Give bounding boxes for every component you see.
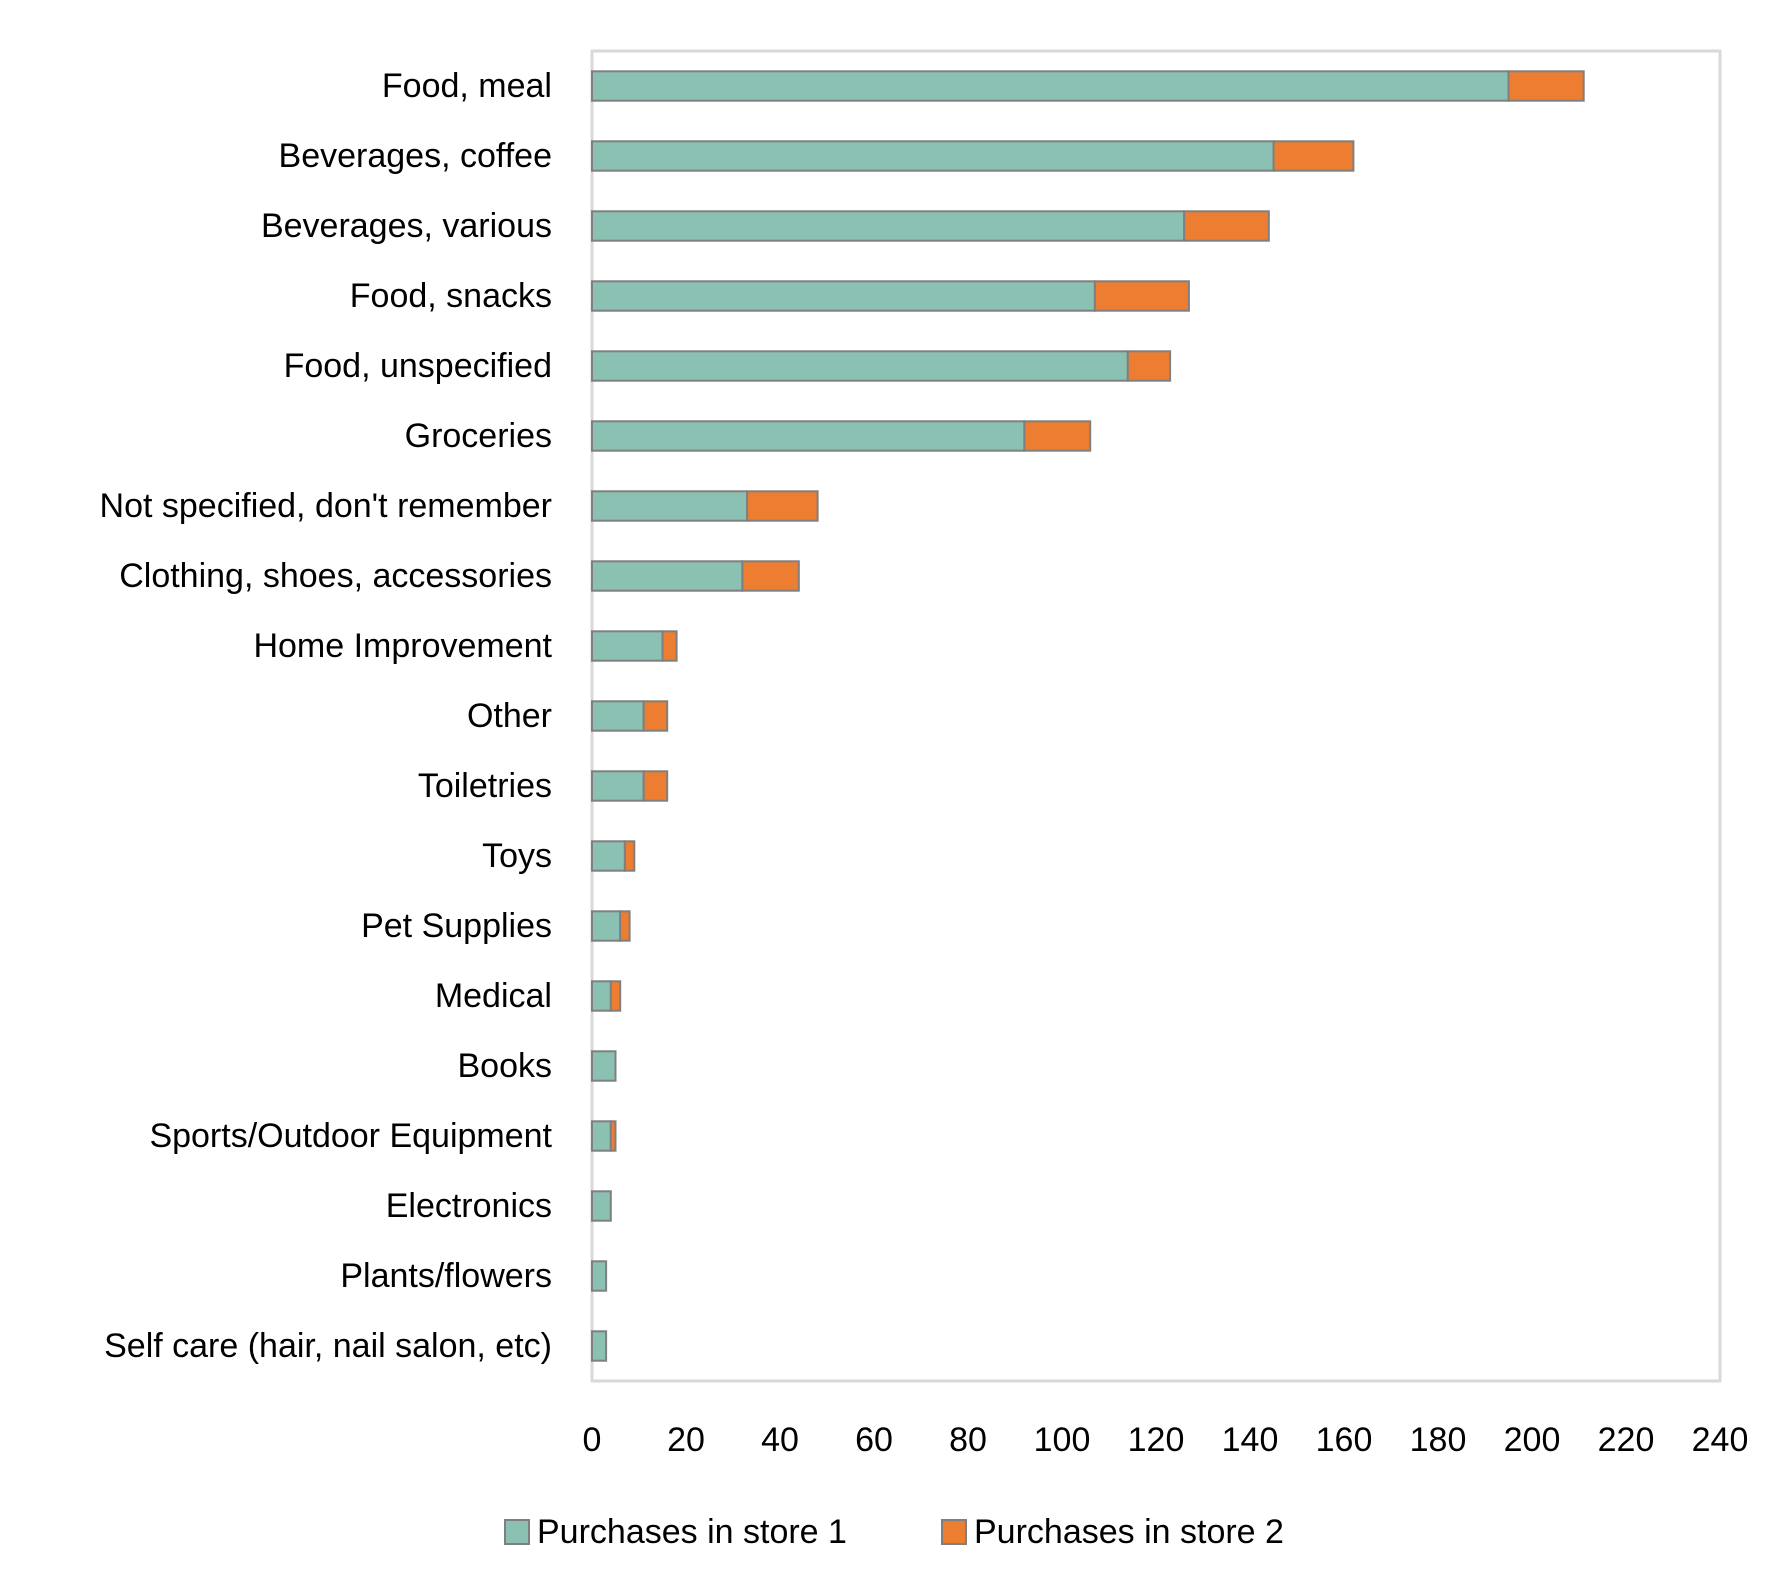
category-label-pet-supplies: Pet Supplies	[361, 907, 552, 945]
bar-beverages-various-series-1	[591, 210, 1186, 242]
bar-home-improvement-series-1	[591, 630, 664, 662]
bar-beverages-coffee-series-2	[1272, 140, 1355, 172]
category-label-medical: Medical	[435, 977, 552, 1015]
category-label-beverages-coffee: Beverages, coffee	[279, 137, 552, 175]
bar-groceries-series-1	[591, 420, 1026, 452]
bars	[591, 70, 1585, 1362]
bar-groceries-series-2	[1023, 420, 1092, 452]
category-label-food-unspecified: Food, unspecified	[284, 347, 552, 385]
bar-plants-flowers-series-1	[591, 1260, 608, 1292]
category-label-plants-flowers: Plants/flowers	[340, 1257, 552, 1295]
x-tick-label: 40	[761, 1421, 799, 1459]
bar-toys-series-1	[591, 840, 626, 872]
bar-sports-outdoor-equipment-series-2	[609, 1120, 617, 1152]
legend-label-series-2: Purchases in store 2	[974, 1513, 1284, 1551]
category-label-food-meal: Food, meal	[382, 67, 552, 105]
bar-not-specified-don-t-remember-series-1	[591, 490, 749, 522]
category-label-beverages-various: Beverages, various	[261, 207, 552, 245]
bar-not-specified-don-t-remember-series-2	[746, 490, 819, 522]
category-labels: Food, meal Beverages, coffee Beverages, va…	[100, 67, 553, 1365]
category-label-electronics: Electronics	[386, 1187, 552, 1225]
category-label-other: Other	[467, 697, 552, 735]
x-tick-label: 0	[583, 1421, 602, 1459]
category-label-toys: Toys	[482, 837, 552, 875]
bar-food-unspecified-series-1	[591, 350, 1129, 382]
bar-medical-series-1	[591, 980, 612, 1012]
bar-electronics-series-1	[591, 1190, 612, 1222]
x-tick-label: 200	[1504, 1421, 1561, 1459]
x-tick-label: 220	[1598, 1421, 1655, 1459]
bar-food-snacks-series-2	[1093, 280, 1190, 312]
bar-clothing-shoes-accessories-series-2	[741, 560, 800, 592]
x-tick-label: 100	[1034, 1421, 1091, 1459]
x-axis-tick-labels: 0 20 40 60 80 100 120 140 160 180 200 220 240	[583, 1421, 1749, 1459]
bar-other-series-2	[642, 700, 669, 732]
category-label-groceries: Groceries	[405, 417, 552, 455]
bar-books-series-1	[591, 1050, 617, 1082]
x-tick-label: 60	[855, 1421, 893, 1459]
bar-self-care-hair-nail-salon-etc-series-1	[591, 1330, 608, 1362]
legend-swatch-series-2	[941, 1519, 967, 1545]
legend: Purchases in store 1 Purchases in store 2	[504, 1513, 1284, 1551]
x-tick-label: 140	[1222, 1421, 1279, 1459]
x-tick-label: 80	[949, 1421, 987, 1459]
bar-other-series-1	[591, 700, 645, 732]
x-tick-label: 120	[1128, 1421, 1185, 1459]
bar-food-meal-series-2	[1507, 70, 1585, 102]
bar-food-snacks-series-1	[591, 280, 1096, 312]
x-tick-label: 180	[1410, 1421, 1467, 1459]
bar-toys-series-2	[623, 840, 636, 872]
x-tick-label: 240	[1692, 1421, 1749, 1459]
bar-sports-outdoor-equipment-series-1	[591, 1120, 612, 1152]
x-tick-label: 160	[1316, 1421, 1373, 1459]
x-tick-label: 20	[667, 1421, 705, 1459]
bar-pet-supplies-series-2	[619, 910, 631, 942]
category-label-toiletries: Toiletries	[418, 767, 552, 805]
bar-food-meal-series-1	[591, 70, 1510, 102]
category-label-books: Books	[458, 1047, 553, 1085]
bar-toiletries-series-1	[591, 770, 645, 802]
bar-beverages-coffee-series-1	[591, 140, 1275, 172]
bar-medical-series-2	[609, 980, 622, 1012]
legend-label-series-1: Purchases in store 1	[537, 1513, 847, 1551]
category-label-not-specified-don-t-remember: Not specified, don't remember	[100, 487, 552, 525]
bar-pet-supplies-series-1	[591, 910, 622, 942]
category-label-food-snacks: Food, snacks	[350, 277, 552, 315]
category-label-self-care-hair-nail-salon-etc: Self care (hair, nail salon, etc)	[104, 1327, 552, 1365]
bar-toiletries-series-2	[642, 770, 669, 802]
plot-area-frame	[590, 49, 1722, 1383]
category-label-clothing-shoes-accessories: Clothing, shoes, accessories	[119, 557, 552, 595]
bar-clothing-shoes-accessories-series-1	[591, 560, 744, 592]
category-label-sports-outdoor-equipment: Sports/Outdoor Equipment	[149, 1117, 552, 1155]
bar-food-unspecified-series-2	[1126, 350, 1172, 382]
bar-beverages-various-series-2	[1183, 210, 1270, 242]
bar-home-improvement-series-2	[661, 630, 678, 662]
legend-swatch-series-1	[504, 1519, 530, 1545]
category-label-home-improvement: Home Improvement	[253, 627, 552, 665]
